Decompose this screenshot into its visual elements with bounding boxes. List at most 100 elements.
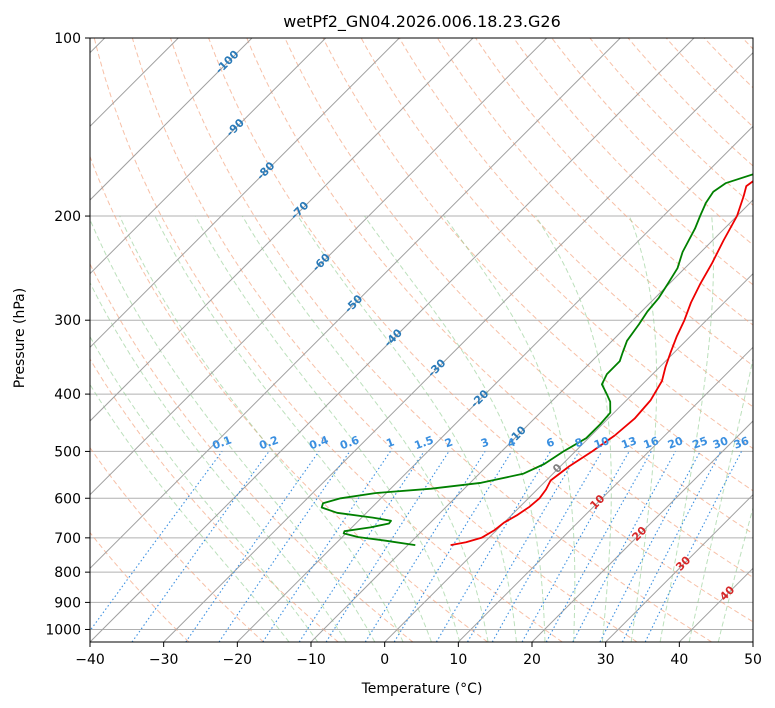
mixing-ratio-label: 13 xyxy=(620,434,639,451)
mixing-ratio-line xyxy=(435,451,552,642)
isotherm-line xyxy=(90,38,621,570)
dry-adiabat-line xyxy=(436,38,753,367)
moist-adiabat-line xyxy=(194,215,461,642)
x-tick-label: 0 xyxy=(380,652,389,668)
x-tick-label: −40 xyxy=(75,652,105,668)
profile-lines xyxy=(320,173,753,546)
isotherm-line xyxy=(163,51,753,642)
moist-adiabat-line xyxy=(241,215,489,642)
dry-adiabat-line xyxy=(703,38,753,89)
dry-adiabat-line xyxy=(131,38,638,642)
y-tick-label: 200 xyxy=(54,209,81,225)
moist-adiabat-line xyxy=(90,335,319,642)
moist-adiabat-line xyxy=(629,215,658,642)
moist-adiabat-line xyxy=(90,218,376,642)
dry-adiabat-line xyxy=(360,38,753,450)
x-tick-label: 20 xyxy=(523,652,541,668)
mixing-ratio-line xyxy=(262,451,391,642)
dry-adiabat-line xyxy=(742,38,753,50)
isotherm-line xyxy=(605,493,753,642)
mixing-ratio-line xyxy=(218,451,351,642)
x-tick-label: −20 xyxy=(223,652,253,668)
mixing-ratio-label: 1.5 xyxy=(413,433,436,452)
moist-adiabat-line xyxy=(364,215,546,642)
isotherm-line xyxy=(90,38,548,496)
x-tick-label: −10 xyxy=(296,652,326,668)
mixing-ratio-line xyxy=(393,451,513,642)
moist-adiabat-line xyxy=(119,215,404,642)
y-tick-label: 100 xyxy=(54,31,81,47)
background-lines xyxy=(90,38,753,642)
y-tick-label: 800 xyxy=(54,565,81,581)
x-axis-label: Temperature (°C) xyxy=(361,681,483,697)
dry-adiabat-line xyxy=(322,38,753,492)
isotherm-line xyxy=(384,272,753,642)
mixing-ratio-label: 36 xyxy=(732,434,751,452)
temperature-profile xyxy=(450,180,753,546)
isotherm-line xyxy=(90,38,253,201)
mixing-ratio-line xyxy=(131,451,270,642)
moist-adiabat-line xyxy=(90,383,290,642)
x-tick-label: −30 xyxy=(149,652,179,668)
mixing-ratio-line xyxy=(572,451,676,642)
mixing-ratio-line xyxy=(90,451,223,632)
dry-adiabat-line xyxy=(398,38,753,408)
mixing-ratio-label: 4 xyxy=(506,435,518,450)
mixing-ratio-line xyxy=(467,451,580,642)
mixing-ratio-label: 0.6 xyxy=(338,433,361,452)
mixing-ratio-label: 6 xyxy=(545,435,557,450)
y-tick-label: 700 xyxy=(54,531,81,547)
y-tick-label: 400 xyxy=(54,387,81,403)
y-axis-label: Pressure (hPa) xyxy=(12,288,28,388)
dry-adiabat-line xyxy=(170,38,712,642)
mixing-ratio-line xyxy=(599,451,701,642)
x-tick-label: 30 xyxy=(597,652,615,668)
y-tick-label: 500 xyxy=(54,444,81,460)
isotherm-line xyxy=(457,346,753,642)
dry-adiabat-line xyxy=(90,262,414,642)
dewpoint-profile xyxy=(320,173,753,546)
isotherm-line xyxy=(90,38,400,349)
mixing-ratio-label: 20 xyxy=(666,434,685,452)
dry-adiabat-line xyxy=(93,38,563,642)
dry-adiabat-line xyxy=(627,38,753,167)
mixing-ratio-label: 1 xyxy=(384,436,396,451)
isotherm-line xyxy=(90,38,327,275)
plot-frame xyxy=(89,37,754,643)
x-tick-label: 40 xyxy=(670,652,688,668)
dry-adiabat-line xyxy=(90,358,339,642)
mixing-ratio-label: 3 xyxy=(479,436,491,451)
mixing-ratio-label: 0.1 xyxy=(211,433,234,452)
dry-adiabat-line xyxy=(475,38,753,326)
moist-adiabat-line xyxy=(443,215,576,642)
dry-adiabat-line xyxy=(246,38,753,578)
mixing-ratio-label: 30 xyxy=(711,434,730,452)
moist-adiabat-line xyxy=(90,281,347,642)
y-tick-label: 1000 xyxy=(45,622,81,638)
mixing-ratio-line xyxy=(491,451,603,642)
mixing-ratio-label: 16 xyxy=(642,434,661,452)
mixing-ratio-line xyxy=(364,451,486,642)
mixing-ratio-line xyxy=(621,451,722,642)
moist-adiabat-line xyxy=(535,215,612,642)
y-tick-label: 300 xyxy=(54,313,81,329)
moist-adiabat-line xyxy=(659,215,714,642)
dry-adiabat-line xyxy=(90,531,190,642)
isotherm-line xyxy=(678,567,753,642)
moist-adiabat-line xyxy=(297,215,517,642)
dry-adiabat-line xyxy=(284,38,753,535)
moist-adiabat-line xyxy=(154,215,432,642)
mixing-ratio-label: 0.2 xyxy=(257,433,280,452)
mixing-ratio-line xyxy=(298,451,425,642)
mixing-ratio-line xyxy=(325,451,450,642)
y-tick-label: 900 xyxy=(54,595,81,611)
mixing-ratio-label: 10 xyxy=(592,434,611,452)
mixing-ratio-label: 2 xyxy=(443,436,455,451)
dry-adiabat-line xyxy=(589,38,753,206)
isotherm-line xyxy=(90,38,695,642)
isotherm-line xyxy=(236,125,753,642)
isotherm-line xyxy=(90,38,474,422)
chart-title: wetPf2_GN04.2026.006.18.23.G26 xyxy=(283,12,561,32)
isotherm-line xyxy=(531,420,753,642)
